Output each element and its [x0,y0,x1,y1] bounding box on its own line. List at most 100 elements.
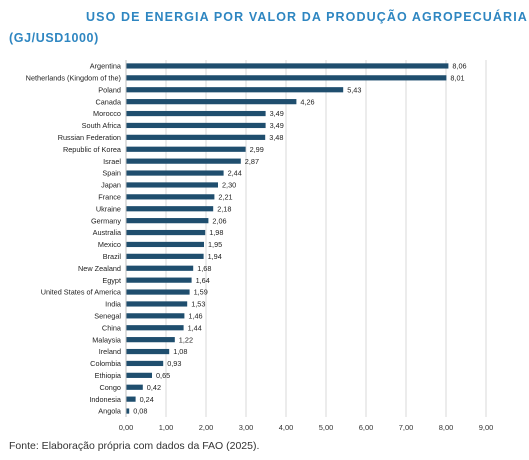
value-label: 2,44 [228,169,242,178]
value-label: 3,48 [269,133,283,142]
value-label: 4,26 [300,97,314,106]
bar [126,134,266,140]
bar [126,63,449,69]
category-label: Russian Federation [58,133,121,142]
x-tick-label: 0,00 [119,423,134,432]
category-label: Ethiopia [95,371,122,380]
bar [126,170,224,176]
bar [126,348,170,355]
value-label: 0,65 [156,371,170,380]
category-label: Mexico [98,240,121,249]
category-label: Poland [98,85,121,94]
value-label: 0,42 [147,383,161,392]
bar [126,313,185,319]
category-label: Netherlands (Kingdom of the) [26,73,121,82]
category-label: India [105,300,122,309]
category-label: South Africa [82,121,122,130]
bar [126,158,241,164]
category-label: Republic of Korea [63,145,122,154]
bar [126,206,214,212]
bar [126,277,192,283]
category-label: Congo [99,383,121,392]
category-label: Ireland [99,347,121,356]
bar [126,372,152,378]
category-label: Australia [93,228,122,237]
bar [126,110,266,117]
chart-title: USO DE ENERGIA POR VALOR DA PRODUÇÃO AGR… [86,10,528,24]
bar [126,253,204,259]
category-label: Israel [103,157,121,166]
value-label: 8,06 [452,62,466,71]
category-label: Brazil [103,252,122,261]
value-label: 1,53 [191,300,205,309]
category-label: Colombia [90,359,122,368]
value-label: 1,98 [209,228,223,237]
value-label: 0,24 [140,395,154,404]
category-label: France [98,192,121,201]
value-label: 1,95 [208,240,222,249]
value-label: 2,21 [218,192,232,201]
value-label: 2,06 [212,216,226,225]
x-tick-label: 5,00 [319,423,334,432]
category-label: Indonesia [89,395,122,404]
bar [126,218,209,224]
category-label: Malaysia [92,335,122,344]
value-label: 1,22 [179,335,193,344]
bar [126,408,130,414]
value-label: 0,08 [133,407,147,416]
x-tick-label: 1,00 [159,423,174,432]
bar [126,289,190,295]
category-label: Japan [101,181,121,190]
bar [126,146,246,152]
value-label: 8,01 [450,73,464,82]
value-label: 2,99 [250,145,264,154]
value-label: 1,59 [194,288,208,297]
x-tick-label: 7,00 [399,423,414,432]
category-label: Morocco [93,109,121,118]
bar [126,337,175,343]
bar [126,194,215,200]
x-tick-label: 4,00 [279,423,294,432]
category-label: Ukraine [96,204,121,213]
category-label: Angola [98,407,122,416]
category-label: Egypt [102,276,121,285]
bar [126,301,188,307]
category-label: United States of America [41,288,122,297]
x-tick-label: 2,00 [199,423,214,432]
category-label: Canada [95,97,122,106]
x-tick-label: 8,00 [439,423,454,432]
bar [126,360,164,367]
category-label: Spain [102,169,121,178]
value-label: 2,30 [222,181,236,190]
source-note: Fonte: Elaboração própria com dados da F… [9,440,260,452]
value-label: 1,08 [173,347,187,356]
category-label: Senegal [94,311,121,320]
x-tick-label: 6,00 [359,423,374,432]
bar [126,229,206,236]
value-label: 1,68 [197,264,211,273]
bar [126,122,266,129]
value-label: 2,87 [245,157,259,166]
category-label: Argentina [90,62,122,71]
value-label: 3,49 [270,109,284,118]
category-label: New Zealand [78,264,121,273]
value-label: 0,93 [167,359,181,368]
bar [126,265,194,271]
value-label: 1,46 [188,311,202,320]
bar [126,182,218,188]
value-label: 5,43 [347,85,361,94]
value-label: 2,18 [217,204,231,213]
category-label: Germany [91,216,121,225]
category-label: China [102,323,122,332]
value-label: 1,94 [208,252,222,261]
bar [126,325,184,331]
value-label: 1,44 [188,323,202,332]
bar [126,396,136,402]
bar [126,384,143,390]
bar [126,87,344,93]
x-tick-label: 9,00 [479,423,494,432]
x-tick-label: 3,00 [239,423,254,432]
value-label: 1,64 [196,276,210,285]
chart-subtitle: (GJ/USD1000) [9,31,99,45]
